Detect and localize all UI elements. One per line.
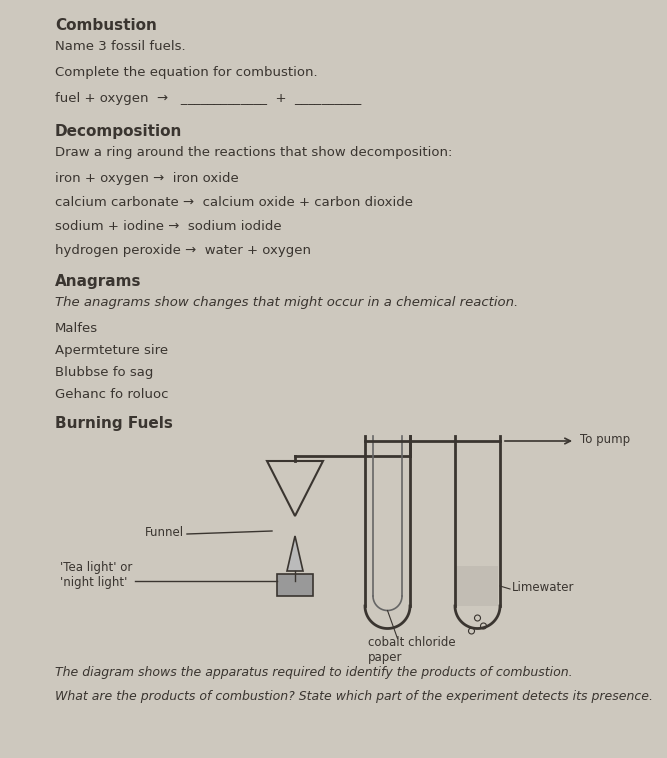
Text: Complete the equation for combustion.: Complete the equation for combustion. [55,66,317,79]
Bar [457,566,498,606]
Text: Limewater: Limewater [512,581,574,594]
Bar [277,574,313,596]
Text: Apermteture sire: Apermteture sire [55,344,168,357]
Text: 'Tea light' or
'night light': 'Tea light' or 'night light' [60,561,132,589]
Text: The diagram shows the apparatus required to identify the products of combustion.: The diagram shows the apparatus required… [55,666,573,679]
Text: fuel + oxygen  →   _____________  +  __________: fuel + oxygen → _____________ + ________… [55,92,362,105]
Text: calcium carbonate →  calcium oxide + carbon dioxide: calcium carbonate → calcium oxide + carb… [55,196,413,209]
Text: Burning Fuels: Burning Fuels [55,416,173,431]
Text: Anagrams: Anagrams [55,274,141,289]
Text: iron + oxygen →  iron oxide: iron + oxygen → iron oxide [55,172,239,185]
Text: Combustion: Combustion [55,18,157,33]
Text: Decomposition: Decomposition [55,124,182,139]
Text: Gehanc fo roluoc: Gehanc fo roluoc [55,388,169,401]
Text: Draw a ring around the reactions that show decomposition:: Draw a ring around the reactions that sh… [55,146,452,159]
Text: hydrogen peroxide →  water + oxygen: hydrogen peroxide → water + oxygen [55,244,311,257]
Text: Funnel: Funnel [145,526,184,539]
Text: cobalt chloride
paper: cobalt chloride paper [368,637,455,665]
Text: What are the products of combustion? State which part of the experiment detects : What are the products of combustion? Sta… [55,690,653,703]
Text: Blubbse fo sag: Blubbse fo sag [55,366,153,379]
Text: Name 3 fossil fuels.: Name 3 fossil fuels. [55,40,185,53]
Text: The anagrams show changes that might occur in a chemical reaction.: The anagrams show changes that might occ… [55,296,518,309]
Text: Malfes: Malfes [55,322,98,335]
Text: sodium + iodine →  sodium iodide: sodium + iodine → sodium iodide [55,220,281,233]
Text: To pump: To pump [580,433,630,446]
Polygon shape [287,536,303,571]
